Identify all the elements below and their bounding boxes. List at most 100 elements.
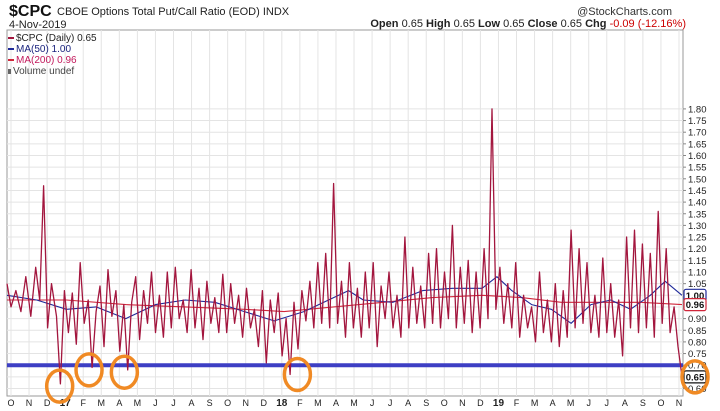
x-tick-label: O	[224, 398, 231, 408]
y-tick-label: 1.05	[688, 279, 707, 290]
x-tick-label: J	[388, 398, 393, 408]
x-tick-label: M	[350, 398, 358, 408]
stockcharts-logo: @StockCharts.com	[577, 6, 672, 18]
y-tick-label: 1.20	[688, 244, 707, 255]
chart-date: 4-Nov-2019	[9, 19, 67, 31]
legend-volume-text: Volume undef	[13, 66, 75, 77]
ticker-symbol: $CPC	[9, 3, 52, 20]
x-tick-label: 18	[276, 398, 288, 409]
highlight-circle	[74, 352, 104, 388]
legend-ma50: MA(50) 1.00	[8, 44, 97, 55]
y-tick-label: 1.60	[688, 151, 707, 162]
open-label: Open	[370, 18, 399, 30]
x-tick-label: A	[116, 398, 122, 408]
y-tick-label: 1.80	[688, 104, 707, 115]
legend-ma50-text: MA(50) 1.00	[16, 44, 72, 55]
highlight-circle	[109, 354, 140, 390]
y-tick-label: 1.15	[688, 256, 707, 267]
close-label: Close	[527, 18, 558, 30]
highlight-circle	[680, 359, 710, 395]
x-tick-label: D	[44, 398, 51, 408]
ma50-value-flag: 1.00	[686, 291, 705, 302]
high-label: High	[426, 18, 451, 30]
x-tick-label: M	[314, 398, 322, 408]
x-tick-label: A	[622, 398, 628, 408]
x-tick-label: J	[586, 398, 591, 408]
x-tick-label: O	[441, 398, 448, 408]
chart-legend: $CPC (Daily) 0.65 MA(50) 1.00 MA(200) 0.…	[8, 33, 97, 77]
x-tick-label: J	[171, 398, 176, 408]
low-value: 0.65	[503, 18, 525, 30]
x-tick-label: D	[261, 398, 268, 408]
quote-bar: Open 0.65 High 0.65 Low 0.65 Close 0.65 …	[370, 18, 686, 30]
y-tick-label: 0.80	[688, 337, 707, 348]
legend-price: $CPC (Daily) 0.65	[8, 33, 97, 44]
x-tick-label: F	[297, 398, 303, 408]
chg-label: Chg	[585, 18, 607, 30]
y-tick-label: 1.25	[688, 233, 707, 244]
legend-ma200-text: MA(200) 0.96	[16, 55, 77, 66]
x-tick-label: N	[459, 398, 466, 408]
last-value-flag: 0.65	[686, 372, 705, 383]
y-tick-label: 0.85	[688, 326, 707, 337]
y-tick-label: 0.60	[688, 384, 707, 395]
x-tick-label: O	[7, 398, 14, 408]
volume-swatch-icon	[8, 68, 11, 74]
price-series	[6, 108, 683, 385]
y-tick-label: 0.75	[688, 349, 707, 360]
ma200-swatch-icon	[8, 59, 14, 62]
high-value: 0.65	[453, 18, 475, 30]
x-tick-label: F	[514, 398, 520, 408]
x-tick-label: M	[531, 398, 539, 408]
y-tick-label: 1.40	[688, 198, 707, 209]
x-tick-label: M	[98, 398, 106, 408]
x-tick-label: F	[80, 398, 86, 408]
instrument-name: CBOE Options Total Put/Call Ratio (EOD) …	[57, 6, 289, 18]
x-tick-label: A	[550, 398, 556, 408]
low-label: Low	[478, 18, 501, 30]
x-tick-label: N	[26, 398, 33, 408]
x-tick-label: J	[153, 398, 158, 408]
y-tick-label: 0.90	[688, 314, 707, 325]
x-tick-label: S	[423, 398, 429, 408]
highlight-circle	[282, 356, 313, 393]
exchange-label: INDX	[262, 6, 290, 18]
y-tick-label: 1.50	[688, 174, 707, 185]
x-tick-label: J	[370, 398, 375, 408]
last-value-flag-box	[683, 370, 707, 384]
x-tick-label: O	[657, 398, 664, 408]
x-tick-label: S	[207, 398, 213, 408]
chart-header: $CPC CBOE Options Total Put/Call Ratio (…	[0, 0, 720, 31]
legend-price-text: $CPC (Daily) 0.65	[16, 33, 97, 44]
y-tick-label: 1.30	[688, 221, 707, 232]
y-tick-label: 1.10	[688, 268, 707, 279]
plot-frame	[6, 29, 684, 397]
legend-volume: Volume undef	[8, 66, 97, 77]
y-tick-label: 1.70	[688, 128, 707, 139]
x-tick-label: A	[189, 398, 195, 408]
x-tick-label: 17	[60, 398, 72, 409]
x-tick-label: 19	[493, 398, 505, 409]
y-tick-label: 1.55	[688, 163, 707, 174]
x-tick-label: A	[405, 398, 411, 408]
instrument-title: CBOE Options Total Put/Call Ratio (EOD)	[57, 6, 260, 18]
x-tick-label: S	[640, 398, 646, 408]
legend-ma200: MA(200) 0.96	[8, 55, 97, 66]
x-tick-label: A	[333, 398, 339, 408]
ma50-swatch-icon	[8, 48, 14, 51]
x-tick-label: N	[242, 398, 249, 408]
y-tick-label: 1.65	[688, 139, 707, 150]
ma200-value-flag: 0.96	[686, 300, 705, 311]
y-tick-label: 1.75	[688, 116, 707, 127]
y-tick-label: 1.35	[688, 209, 707, 220]
ma200-value-flag-box	[683, 298, 707, 312]
chg-value: -0.09 (-12.16%)	[609, 18, 686, 30]
highlight-circle	[44, 368, 75, 404]
x-tick-label: J	[605, 398, 610, 408]
open-value: 0.65	[401, 18, 423, 30]
y-tick-label: 1.45	[688, 186, 707, 197]
x-tick-label: M	[567, 398, 575, 408]
x-tick-label: M	[134, 398, 142, 408]
close-value: 0.65	[560, 18, 583, 30]
